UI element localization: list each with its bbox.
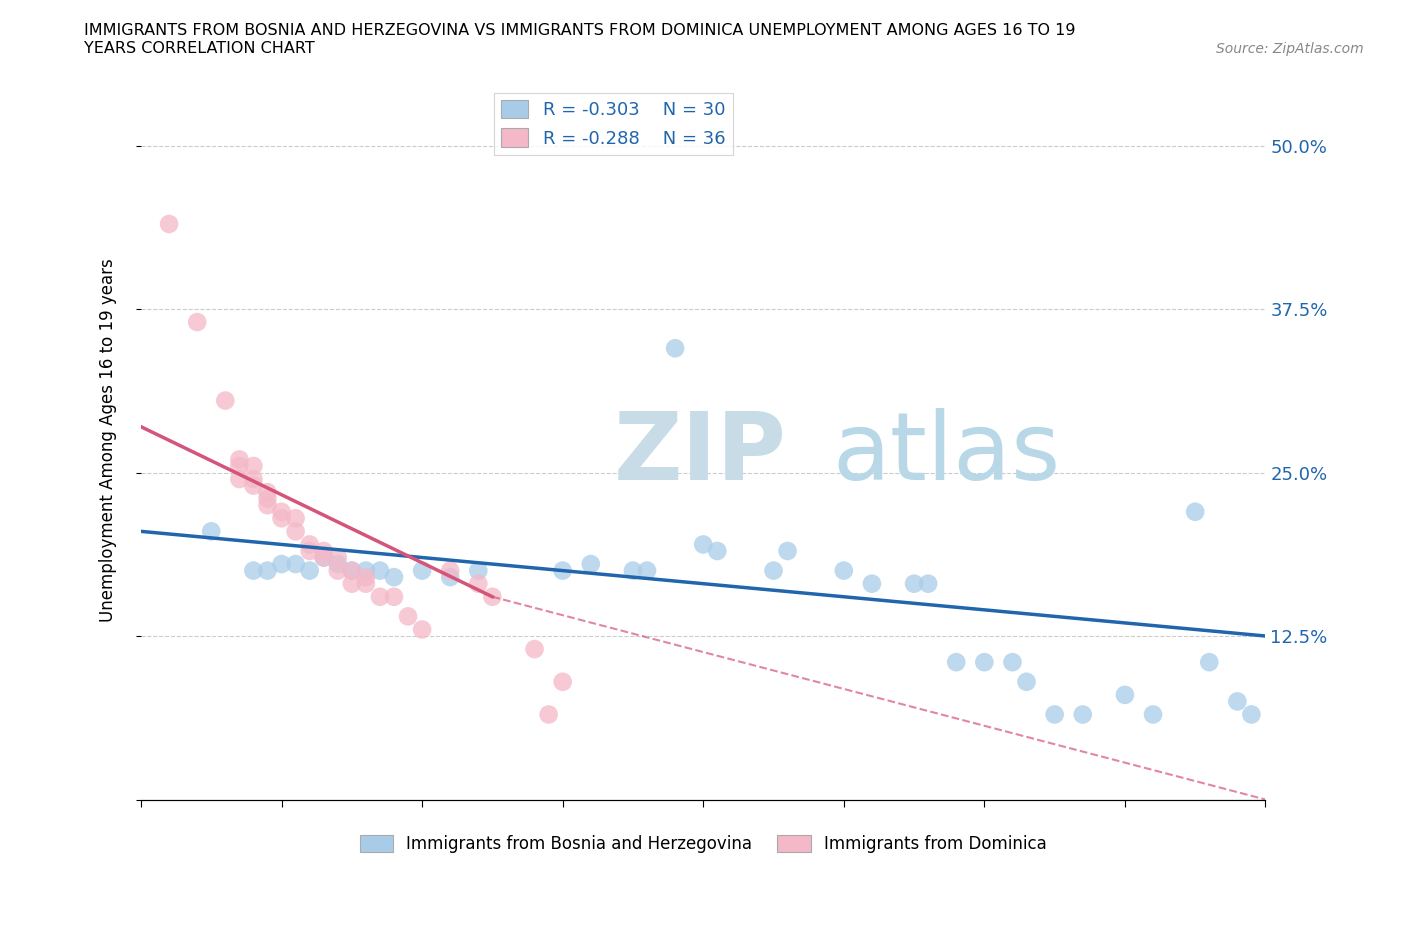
Point [439,570,461,585]
Text: IMMIGRANTS FROM BOSNIA AND HERZEGOVINA VS IMMIGRANTS FROM DOMINICA UNEMPLOYMENT : IMMIGRANTS FROM BOSNIA AND HERZEGOVINA V… [84,23,1076,56]
Point [256,485,278,499]
Point [157,217,180,232]
Point [467,577,489,591]
Point [411,622,433,637]
Point [1184,504,1206,519]
Point [256,564,278,578]
Point [917,577,939,591]
Point [354,570,377,585]
Point [1071,707,1094,722]
Point [354,577,377,591]
Point [298,564,321,578]
Point [312,550,335,565]
Point [860,577,883,591]
Point [228,472,250,486]
Point [326,557,349,572]
Point [382,570,405,585]
Point [579,557,602,572]
Point [256,491,278,506]
Point [284,524,307,538]
Text: Source: ZipAtlas.com: Source: ZipAtlas.com [1216,42,1364,56]
Point [706,543,728,558]
Point [298,543,321,558]
Point [284,557,307,572]
Point [551,564,574,578]
Point [551,674,574,689]
Point [340,564,363,578]
Point [228,458,250,473]
Point [298,537,321,551]
Point [832,564,855,578]
Point [1001,655,1024,670]
Point [1114,687,1136,702]
Point [973,655,995,670]
Point [326,550,349,565]
Point [621,564,644,578]
Point [1198,655,1220,670]
Point [776,543,799,558]
Point [945,655,967,670]
Point [368,564,391,578]
Point [382,590,405,604]
Point [340,577,363,591]
Point [1142,707,1164,722]
Point [312,550,335,565]
Point [1043,707,1066,722]
Point [396,609,419,624]
Point [1226,694,1249,709]
Point [467,564,489,578]
Point [326,564,349,578]
Point [312,543,335,558]
Point [200,524,222,538]
Point [368,590,391,604]
Point [481,590,503,604]
Point [1240,707,1263,722]
Point [664,340,686,355]
Legend: Immigrants from Bosnia and Herzegovina, Immigrants from Dominica: Immigrants from Bosnia and Herzegovina, … [353,828,1053,859]
Point [523,642,546,657]
Point [903,577,925,591]
Point [270,511,292,525]
Point [270,557,292,572]
Point [1015,674,1038,689]
Point [242,564,264,578]
Y-axis label: Unemployment Among Ages 16 to 19 years: Unemployment Among Ages 16 to 19 years [100,258,117,621]
Point [256,498,278,512]
Point [242,472,264,486]
Point [214,393,236,408]
Point [270,504,292,519]
Point [242,458,264,473]
Text: ZIP: ZIP [613,408,786,500]
Point [340,564,363,578]
Point [228,452,250,467]
Text: atlas: atlas [832,408,1060,500]
Point [636,564,658,578]
Point [692,537,714,551]
Point [537,707,560,722]
Point [411,564,433,578]
Point [242,478,264,493]
Point [186,314,208,329]
Point [284,511,307,525]
Point [762,564,785,578]
Point [439,564,461,578]
Point [354,564,377,578]
